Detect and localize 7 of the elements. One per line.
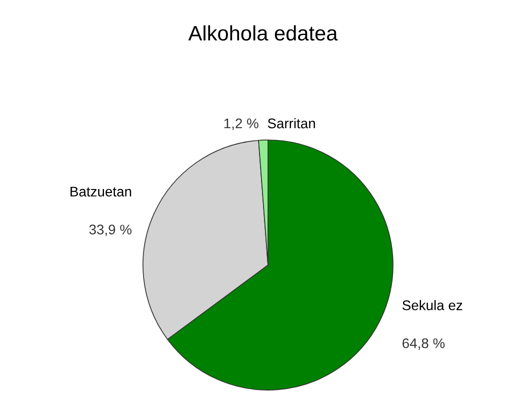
slice-label: Batzuetan (70, 186, 132, 197)
slice-label: Sekula ez (402, 300, 462, 310)
chart-title: Alkohola edatea (188, 25, 338, 41)
slice-label: Sarritan (268, 118, 315, 128)
data-label: 1,2 % (224, 118, 258, 130)
data-label: 64,8 % (402, 338, 445, 350)
data-label: 33,9 % (89, 224, 132, 236)
